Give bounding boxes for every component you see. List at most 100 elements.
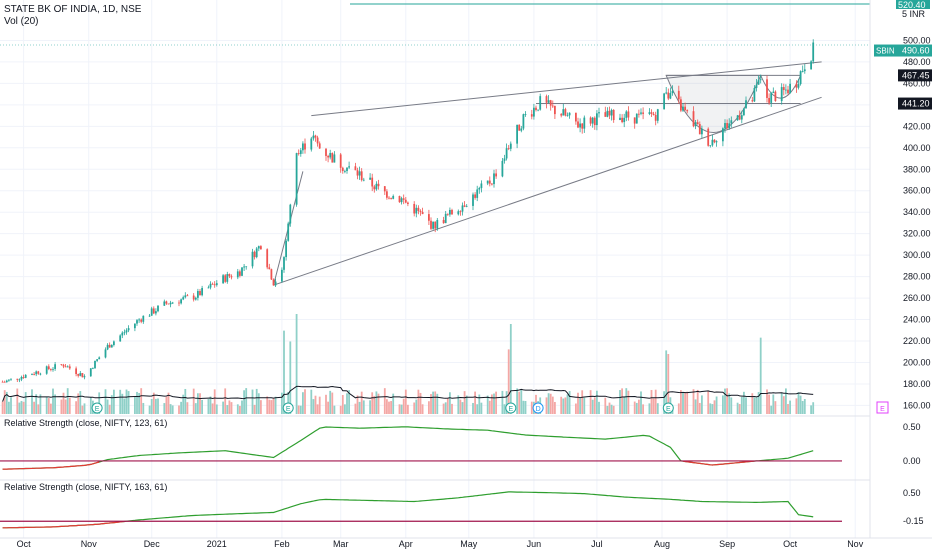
candle-body: [446, 213, 449, 215]
volume-label: Vol (20): [4, 16, 39, 27]
volume-bar: [436, 393, 439, 414]
candle-body: [738, 115, 741, 120]
candle-body: [356, 170, 359, 176]
volume-bar: [3, 390, 6, 414]
candle-body: [339, 154, 342, 168]
volume-bar: [392, 393, 395, 414]
y-tick-label: 240.00: [903, 315, 931, 325]
volume-bar: [39, 394, 42, 414]
volume-bar: [640, 391, 642, 414]
volume-bar: [245, 388, 248, 414]
volume-bar: [304, 389, 306, 414]
volume-bar: [768, 394, 770, 414]
volume-bar: [404, 389, 407, 414]
volume-bar: [728, 393, 731, 414]
candle-body: [638, 113, 640, 115]
volume-bar: [583, 397, 586, 414]
candle-body: [650, 112, 653, 114]
last-price-tag: [898, 44, 932, 57]
candle-body: [251, 251, 254, 267]
volume-bar: [560, 396, 563, 414]
volume-bar: [677, 403, 680, 414]
candle-body: [554, 106, 556, 115]
candle-body: [621, 117, 623, 123]
volume-bar: [621, 388, 623, 414]
candle-body: [463, 205, 466, 207]
candle-body: [266, 249, 269, 268]
symbol-label: SBIN: [876, 47, 895, 56]
candle-body: [245, 266, 248, 268]
volume-bar: [22, 401, 25, 414]
volume-bar: [726, 388, 728, 414]
volume-bar: [432, 391, 434, 414]
candle-body: [726, 123, 728, 129]
volume-bar: [8, 401, 10, 414]
volume-bar: [150, 398, 153, 414]
candle-body: [127, 328, 130, 331]
volume-bar: [228, 400, 231, 414]
candle-body: [648, 112, 651, 114]
candle-body: [287, 223, 290, 241]
candle-body: [589, 117, 592, 124]
candle-body: [619, 117, 621, 121]
volume-moving-average: [2, 385, 814, 402]
y-tick-label: 420.00: [903, 121, 931, 131]
volume-bar: [207, 398, 210, 414]
candle-body: [640, 112, 642, 114]
candle-body: [535, 107, 537, 111]
x-tick-label: May: [460, 539, 478, 549]
volume-bar: [60, 399, 63, 414]
candle-body: [743, 108, 745, 116]
top-scale-unit: 5 INR: [902, 9, 926, 19]
candle-body: [642, 112, 644, 114]
candle-body: [383, 186, 386, 192]
candle-body: [138, 319, 140, 321]
volume-bar: [434, 391, 437, 414]
volume-bar: [127, 391, 130, 414]
volume-bar: [260, 400, 262, 414]
volume-bar: [757, 392, 760, 414]
volume-bar: [215, 404, 218, 414]
candle-body: [3, 381, 6, 383]
candle-body: [593, 117, 596, 126]
candle-body: [5, 380, 8, 383]
candle-body: [402, 198, 405, 200]
volume-bar: [446, 398, 449, 414]
candle-body: [274, 281, 277, 286]
volume-bar: [241, 400, 243, 414]
candle-body: [449, 209, 451, 215]
volume-bar: [774, 401, 777, 414]
volume-bar: [766, 389, 768, 414]
candle-body: [171, 302, 174, 304]
candle-body: [680, 99, 682, 111]
volume-bar: [801, 400, 804, 414]
volume-bar: [686, 391, 689, 414]
candle-body: [770, 92, 773, 103]
candle-body: [633, 117, 636, 124]
earnings-marker: [282, 402, 294, 414]
candle-body: [20, 376, 23, 380]
candle-body: [108, 344, 111, 348]
pane-title: Relative Strength (close, NIFTY, 123, 61…: [4, 418, 167, 428]
x-tick-label: Jul: [591, 539, 603, 549]
candle-body: [77, 374, 80, 376]
earnings-marker-label: E: [666, 406, 671, 413]
volume-bar: [390, 401, 392, 414]
volume-bar: [209, 396, 212, 414]
y-tick-label: 320.00: [903, 229, 931, 239]
volume-bar: [472, 402, 474, 414]
x-tick-label: Oct: [783, 539, 798, 549]
candle-body: [215, 283, 218, 286]
volume-bar: [333, 405, 336, 414]
candle-body: [698, 124, 701, 135]
x-tick-label: Nov: [81, 539, 98, 549]
volume-bar: [239, 405, 241, 414]
candle-body: [667, 92, 670, 99]
candle-body: [404, 199, 407, 203]
candle-body: [346, 167, 348, 171]
volume-bar: [362, 400, 365, 414]
candle-body: [37, 371, 40, 374]
candle-body: [81, 373, 84, 378]
volume-bar: [635, 402, 638, 414]
rs-line-below: [2, 461, 100, 470]
